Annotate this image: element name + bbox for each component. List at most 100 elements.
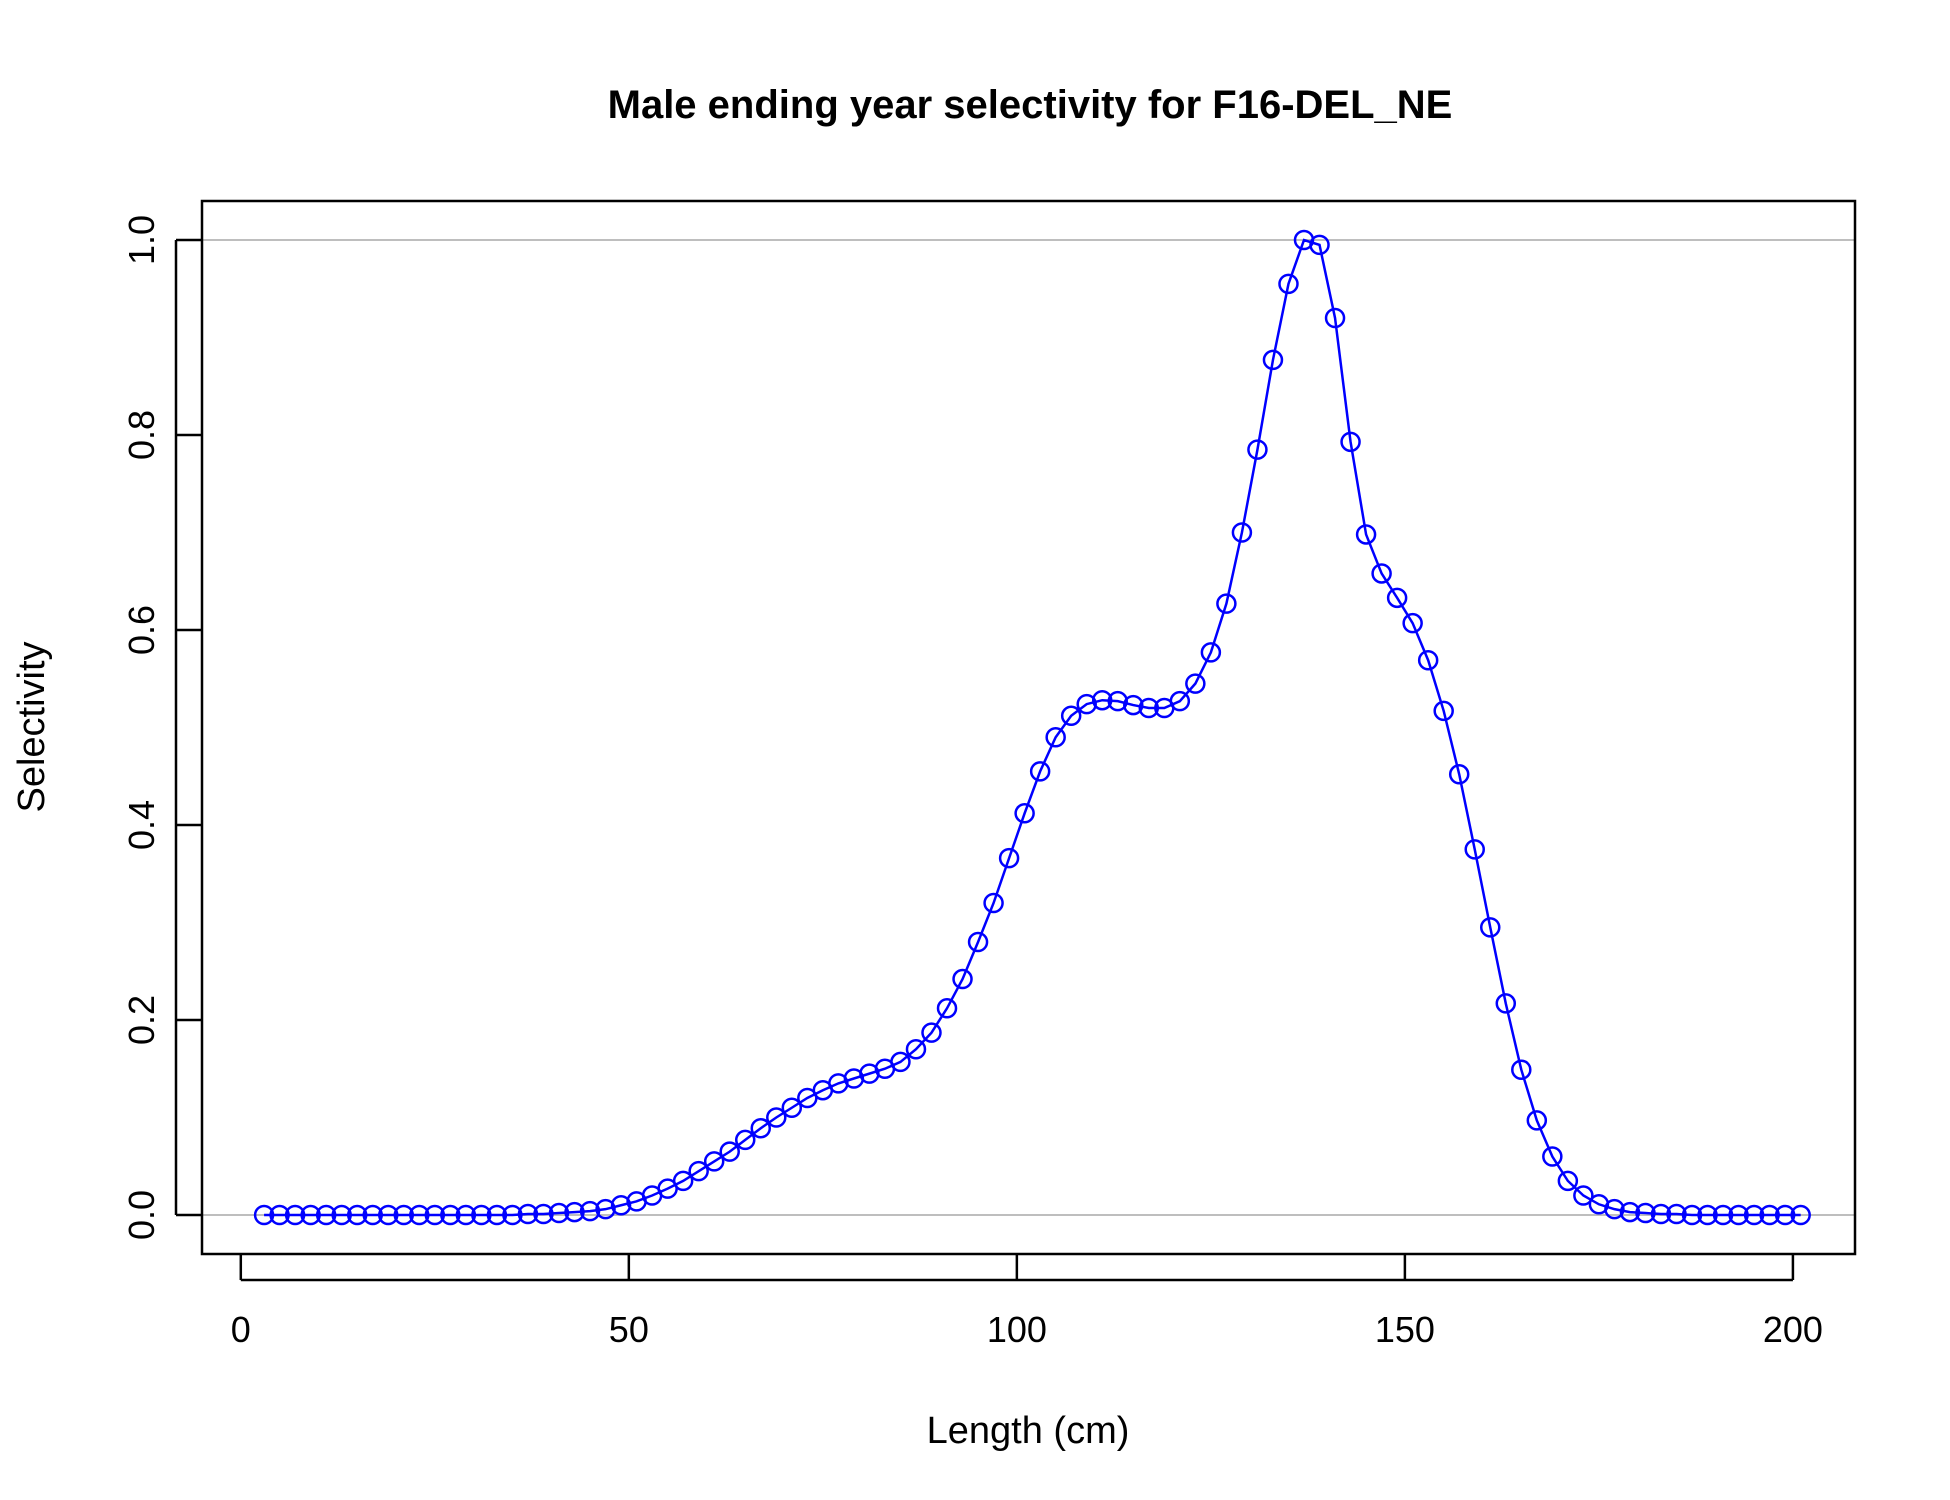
data-point: [1433, 700, 1454, 722]
data-point: [1417, 649, 1439, 671]
x-tick-label: 50: [609, 1309, 649, 1350]
data-point: [409, 1204, 430, 1226]
x-tick-label: 200: [1763, 1309, 1823, 1350]
data-point: [936, 998, 958, 1019]
data-point: [1386, 587, 1408, 609]
data-point: [533, 1203, 554, 1225]
data-point: [734, 1129, 756, 1151]
data-point: [1200, 642, 1222, 663]
chart-title: Male ending year selectivity for F16-DEL…: [608, 83, 1453, 127]
data-point: [1759, 1204, 1780, 1226]
data-point: [672, 1170, 694, 1192]
data-point: [1743, 1204, 1765, 1226]
data-point: [703, 1151, 725, 1172]
data-point: [1045, 727, 1066, 748]
data-point: [1526, 1110, 1548, 1131]
data-point: [1340, 431, 1361, 453]
data-point: [1604, 1198, 1625, 1220]
data-point: [1247, 439, 1268, 460]
data-point: [1448, 764, 1470, 785]
data-point: [1557, 1170, 1579, 1192]
data-point: [1712, 1204, 1734, 1226]
data-point: [1138, 697, 1160, 719]
data-point: [1355, 524, 1377, 545]
series-layer: [253, 229, 1811, 1226]
data-point: [1185, 673, 1206, 694]
x-tick-label: 0: [231, 1309, 251, 1350]
data-point: [1029, 761, 1051, 782]
y-tick-label: 0.6: [121, 605, 162, 655]
data-point: [579, 1200, 601, 1222]
data-point: [1635, 1202, 1656, 1224]
data-point: [331, 1204, 352, 1226]
data-point: [781, 1097, 803, 1118]
data-point: [269, 1204, 290, 1226]
x-axis: 0 50 100 150 200: [231, 1254, 1823, 1350]
data-point: [1480, 917, 1501, 938]
data-point: [983, 892, 1004, 914]
data-point: [486, 1204, 508, 1226]
data-point: [300, 1204, 321, 1226]
x-axis-label: Length (cm): [927, 1410, 1130, 1452]
data-point: [1060, 705, 1082, 727]
data-point: [440, 1204, 461, 1226]
data-point: [1697, 1204, 1718, 1226]
data-point: [1728, 1204, 1749, 1226]
data-point: [1091, 689, 1113, 711]
data-point: [362, 1204, 383, 1226]
plot-frame: [200, 199, 1857, 1256]
data-point: [284, 1204, 306, 1226]
data-point: [595, 1198, 616, 1220]
data-point: [890, 1051, 911, 1073]
data-point: [1371, 563, 1392, 584]
data-point: [1169, 690, 1191, 712]
y-axis-label: Selectivity: [11, 641, 53, 812]
data-point: [1324, 307, 1346, 329]
data-point: [1107, 690, 1128, 712]
data-point: [1309, 234, 1330, 256]
y-tick-label: 0.0: [121, 1190, 162, 1240]
data-point: [766, 1107, 787, 1128]
y-tick-label: 0.2: [121, 995, 162, 1045]
y-tick-label: 0.4: [121, 800, 162, 850]
data-point: [564, 1201, 585, 1223]
data-point: [1573, 1185, 1594, 1206]
data-point: [1790, 1204, 1811, 1226]
series-line: [264, 238, 1801, 1217]
data-point: [1123, 694, 1144, 716]
data-point: [1014, 803, 1035, 824]
data-point: [1619, 1201, 1641, 1223]
data-point: [1464, 839, 1485, 860]
data-point: [921, 1022, 942, 1043]
data-point: [1681, 1204, 1703, 1226]
data-point: [1495, 993, 1517, 1014]
data-point: [424, 1204, 446, 1226]
data-point: [1650, 1203, 1672, 1225]
data-point: [517, 1203, 539, 1225]
data-point: [1402, 612, 1423, 634]
data-point: [502, 1204, 523, 1226]
y-axis: 0.0 0.2 0.4 0.6 0.8 1.0: [121, 215, 202, 1240]
data-point: [719, 1141, 740, 1162]
data-point: [253, 1204, 275, 1226]
data-point: [455, 1204, 477, 1226]
data-point: [346, 1204, 368, 1226]
data-point: [1666, 1203, 1687, 1225]
data-point: [1278, 273, 1299, 295]
y-tick-label: 0.8: [121, 410, 162, 460]
data-point: [905, 1039, 927, 1060]
data-point: [1216, 593, 1237, 614]
data-point: [378, 1204, 399, 1226]
x-tick-label: 150: [1375, 1309, 1435, 1350]
data-point: [1231, 522, 1253, 543]
data-point: [1542, 1146, 1563, 1167]
data-point: [1262, 349, 1284, 371]
x-tick-label: 100: [987, 1309, 1047, 1350]
data-point: [393, 1204, 415, 1226]
y-tick-label: 1.0: [121, 215, 162, 265]
data-point: [967, 931, 989, 953]
data-point: [952, 968, 973, 990]
data-point: [1511, 1059, 1532, 1080]
data-point: [471, 1204, 492, 1226]
